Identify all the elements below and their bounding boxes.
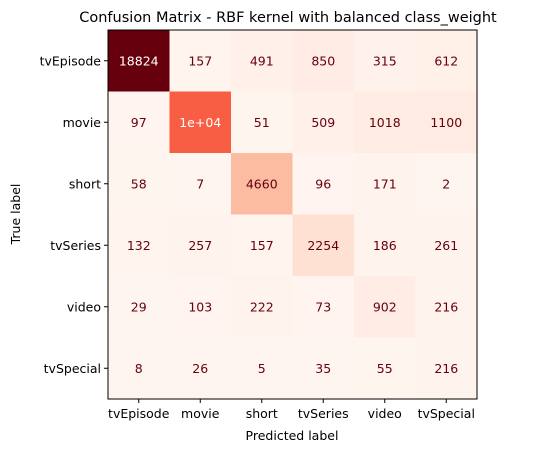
cell-value-label: 216 [434,361,458,376]
y-axis-label: True label [8,184,23,246]
cell-value-label: 96 [315,176,331,191]
cell-value-label: 2 [442,176,450,191]
x-tick-label: tvEpisode [108,406,170,421]
cell-value-label: 29 [131,299,147,314]
heatmap-cell [354,276,417,339]
cell-value-label: 2254 [307,238,339,253]
heatmap-cell [415,337,478,400]
heatmap-cell [231,91,294,154]
heatmap-cell [169,337,232,400]
heatmap-cell [108,337,171,400]
heatmap-cell [292,337,355,400]
heatmap-cell [292,153,355,216]
cell-value-label: 186 [373,238,397,253]
y-tick-label: tvEpisode [40,53,102,68]
heatmap-cell [354,30,417,93]
x-tick-label: short [246,406,278,421]
heatmap-cell [415,214,478,277]
heatmap-cell [108,30,171,93]
heatmap-cell [415,153,478,216]
heatmap-cell [231,276,294,339]
cell-value-label: 171 [373,176,397,191]
heatmap-cell [231,214,294,277]
cell-value-label: 1018 [369,115,401,130]
heatmap-cells [108,30,478,400]
x-tick-label: tvSeries [298,406,349,421]
cell-value-label: 257 [188,238,212,253]
heatmap-cell [169,153,232,216]
heatmap-cell [108,153,171,216]
cell-value-label: 4660 [246,176,278,191]
cell-value-label: 216 [434,299,458,314]
cell-value-label: 55 [377,361,393,376]
heatmap-cell [415,30,478,93]
cell-value-label: 132 [127,238,151,253]
heatmap-cell [354,153,417,216]
y-tick-label: tvSeries [50,238,101,253]
heatmap-cell [108,276,171,339]
x-tick-label: tvSpecial [418,406,475,421]
cell-value-label: 612 [434,53,458,68]
x-axis-ticks: tvEpisode movie short tvSeries video tvSpecia… [108,399,475,421]
plot-frame [107,29,478,400]
heatmap-cell [169,276,232,339]
cell-value-label: 222 [250,299,274,314]
cell-value-label: 261 [434,238,458,253]
heatmap-cell-labels: 18824 157 491 850 315 612 97 1e+04 51 509 1018 1100… [119,53,462,376]
y-tick-label: short [69,176,101,191]
cell-value-label: 18824 [119,53,159,68]
heatmap-cell [169,214,232,277]
x-tick-label: video [368,406,402,421]
heatmap-cell [292,91,355,154]
cell-value-label: 509 [311,115,335,130]
cell-value-label: 103 [188,299,212,314]
cell-value-label: 97 [131,115,147,130]
cell-value-label: 58 [131,176,147,191]
cell-value-label: 902 [373,299,397,314]
heatmap-cell [292,214,355,277]
y-axis-ticks: tvEpisode movie short tvSeries video tvSpecia… [40,53,108,376]
y-tick-label: movie [63,115,102,130]
cell-value-label: 7 [196,176,204,191]
heatmap-cell [354,214,417,277]
heatmap-cell [169,30,232,93]
cell-value-label: 8 [135,361,143,376]
heatmap-cell [354,337,417,400]
cell-value-label: 1e+04 [179,115,221,130]
heatmap-cell [169,91,232,154]
heatmap-cell [415,91,478,154]
heatmap-cell [415,276,478,339]
cell-value-label: 35 [315,361,331,376]
heatmap-cell [108,91,171,154]
heatmap-cell [231,153,294,216]
cell-value-label: 73 [315,299,331,314]
y-tick-label: tvSpecial [44,361,101,376]
cell-value-label: 5 [258,361,266,376]
cell-value-label: 26 [192,361,208,376]
x-tick-label: movie [181,406,220,421]
heatmap-cell [292,30,355,93]
heatmap-cell [231,30,294,93]
cell-value-label: 157 [250,238,274,253]
x-axis-label: Predicted label [246,428,339,443]
heatmap-cell [108,214,171,277]
heatmap-cell [231,337,294,400]
heatmap-cell [354,91,417,154]
heatmap-cell [292,276,355,339]
cell-value-label: 850 [311,53,335,68]
cell-value-label: 1100 [430,115,462,130]
y-tick-label: video [67,299,101,314]
cell-value-label: 157 [188,53,212,68]
cell-value-label: 491 [250,53,274,68]
chart-title: Confusion Matrix - RBF kernel with balan… [79,10,497,26]
cell-value-label: 51 [254,115,270,130]
cell-value-label: 315 [373,53,397,68]
